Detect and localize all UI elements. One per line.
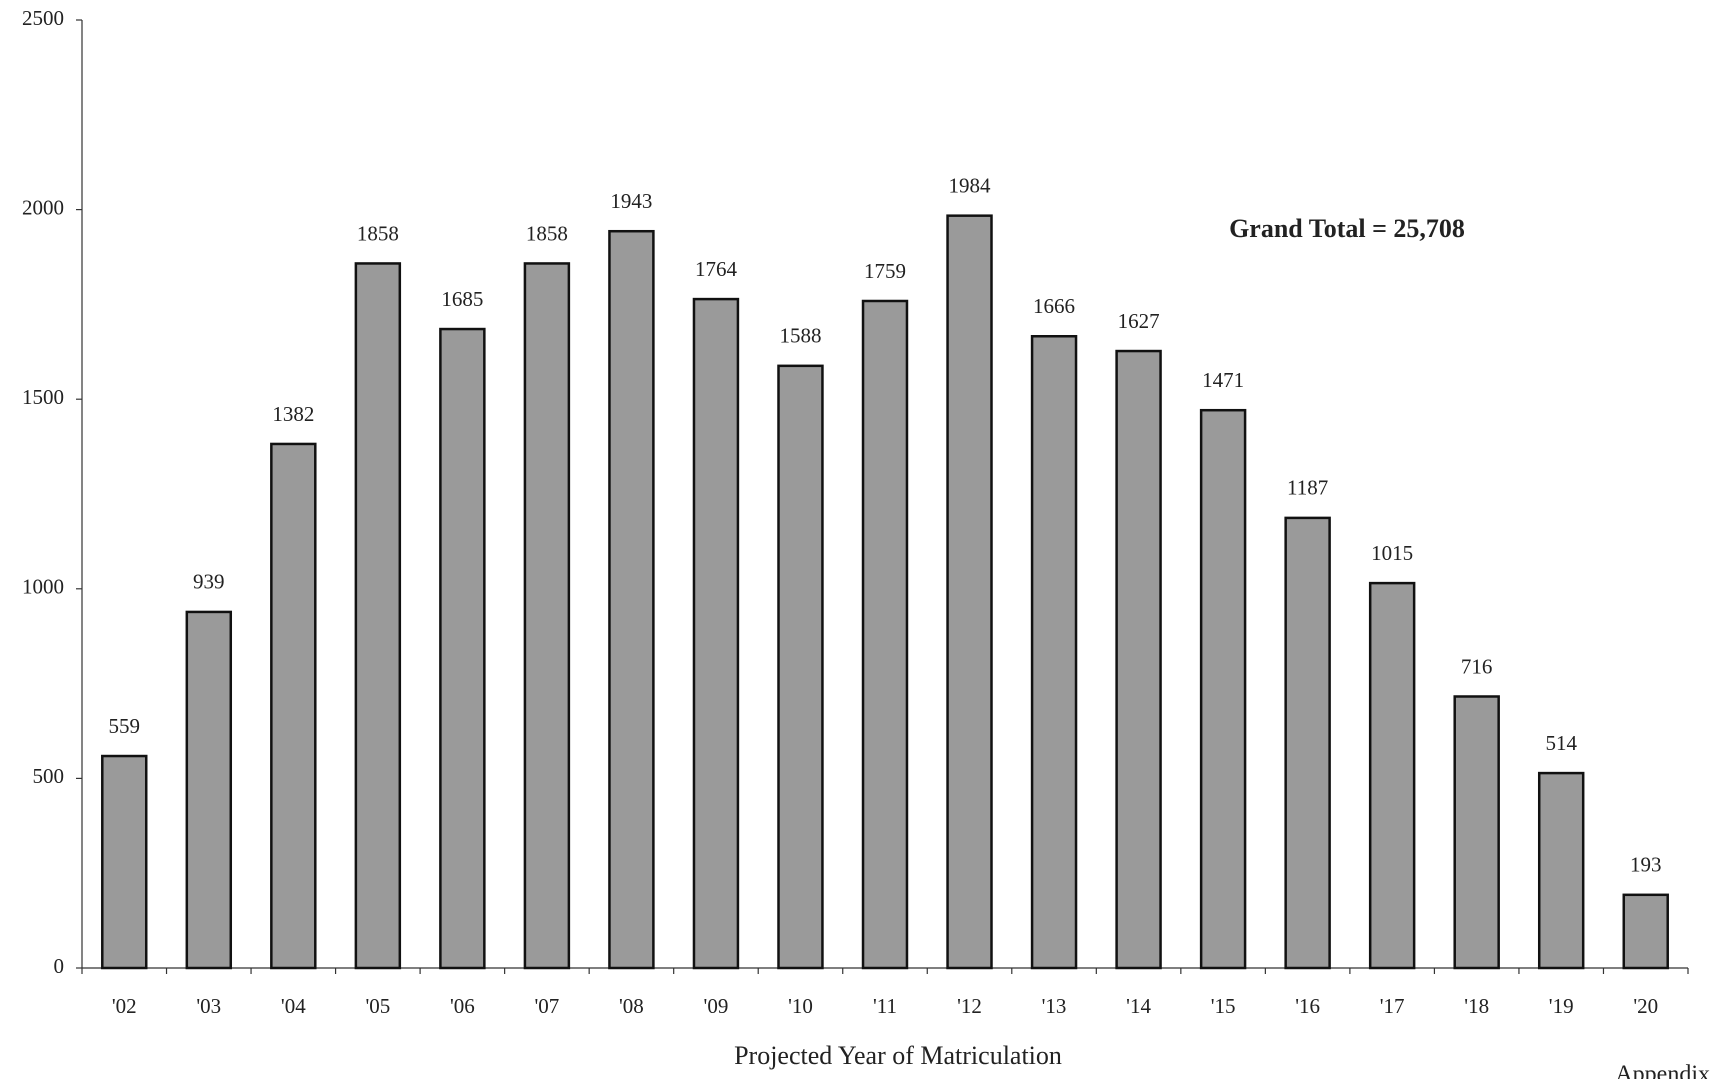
bar: [1030, 335, 1078, 970]
x-tick-label: '12: [957, 994, 982, 1018]
x-tick-label: '08: [619, 994, 644, 1018]
x-tick-label: '04: [281, 994, 306, 1018]
value-label: 1666: [1033, 294, 1075, 318]
bar: [185, 610, 233, 970]
value-label: 1984: [949, 173, 992, 197]
bar: [1622, 893, 1669, 970]
x-tick-label: '17: [1380, 994, 1405, 1018]
bar: [1115, 349, 1162, 970]
x-tick-label: '14: [1126, 994, 1151, 1018]
x-tick-label: '13: [1042, 994, 1067, 1018]
x-tick-label: '10: [788, 994, 813, 1018]
x-tick-label: '20: [1633, 994, 1658, 1018]
x-tick-label: '06: [450, 994, 475, 1018]
y-tick-label: 0: [54, 954, 65, 978]
y-tick-label: 2500: [22, 6, 64, 30]
value-label: 559: [109, 714, 141, 738]
value-label: 939: [193, 570, 225, 594]
x-tick-label: '19: [1549, 994, 1574, 1018]
bar: [101, 754, 148, 970]
bar: [946, 214, 993, 970]
value-label: 1187: [1287, 476, 1328, 500]
bar: [1368, 581, 1416, 970]
value-label: 1382: [272, 402, 314, 426]
x-tick-label: '07: [534, 994, 559, 1018]
bar: [1537, 771, 1585, 970]
value-label: 1858: [357, 221, 399, 245]
x-tick-label: '03: [196, 994, 221, 1018]
bar: [777, 364, 824, 970]
value-label: 1943: [610, 189, 652, 213]
bar: [1199, 408, 1247, 970]
value-label: 1764: [695, 257, 738, 281]
bar: [439, 327, 486, 970]
x-tick-label: '18: [1464, 994, 1489, 1018]
y-tick-label: 2000: [22, 195, 64, 219]
x-axis-title: Projected Year of Matriculation: [734, 1041, 1062, 1070]
bar: [692, 297, 740, 970]
value-label: 1858: [526, 221, 568, 245]
bar: [1284, 516, 1331, 970]
bar: [523, 262, 571, 970]
x-tick-label: '15: [1211, 994, 1236, 1018]
value-label: 716: [1461, 654, 1493, 678]
bar: [608, 229, 655, 970]
value-label: 1471: [1202, 368, 1244, 392]
bar: [1453, 695, 1500, 970]
bar: [354, 262, 402, 970]
y-tick-label: 1000: [22, 575, 64, 599]
value-label: 514: [1545, 731, 1577, 755]
value-label: 1685: [441, 287, 483, 311]
y-tick-label: 500: [33, 764, 65, 788]
value-label: 1588: [779, 324, 821, 348]
y-tick-label: 1500: [22, 385, 64, 409]
annotation: Grand Total = 25,708: [1229, 214, 1465, 243]
x-tick-label: '11: [873, 994, 897, 1018]
page-label: Appendix: [1615, 1062, 1710, 1079]
value-label: 1627: [1118, 309, 1160, 333]
value-label: 1759: [864, 259, 906, 283]
x-tick-label: '05: [365, 994, 390, 1018]
bar: [861, 299, 909, 970]
bar: [270, 442, 317, 970]
x-tick-label: '09: [704, 994, 729, 1018]
x-tick-label: '02: [112, 994, 137, 1018]
value-label: 1015: [1371, 541, 1413, 565]
x-tick-label: '16: [1295, 994, 1320, 1018]
value-label: 193: [1630, 853, 1662, 877]
